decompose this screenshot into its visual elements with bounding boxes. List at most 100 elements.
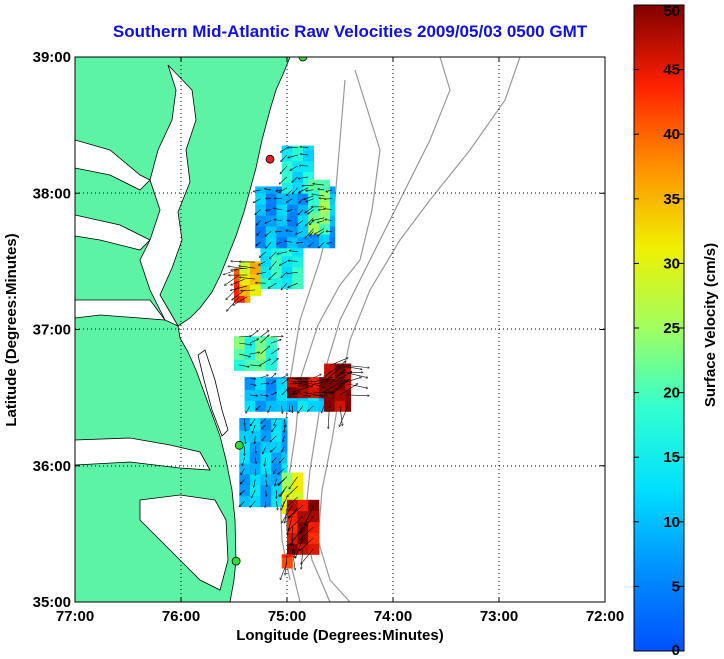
- velocity-vector: [274, 220, 282, 221]
- velocity-cell: [234, 291, 246, 303]
- velocity-cell: [281, 480, 293, 493]
- velocity-cell: [318, 236, 330, 249]
- velocity-cell: [249, 273, 261, 286]
- velocity-vector: [296, 231, 304, 234]
- velocity-vector: [246, 405, 251, 413]
- velocity-vector: [271, 336, 283, 337]
- velocity-cell: [271, 430, 283, 442]
- velocity-vector: [323, 379, 330, 385]
- velocity-vector: [223, 268, 240, 275]
- velocity-cell: [329, 193, 336, 205]
- velocity-vector: [266, 479, 267, 486]
- velocity-cell: [255, 348, 267, 360]
- velocity-vector: [239, 336, 251, 337]
- velocity-vector: [323, 392, 330, 396]
- velocity-vector: [249, 395, 258, 396]
- velocity-vector: [302, 391, 323, 396]
- velocity-cell: [255, 204, 267, 216]
- velocity-vector: [318, 189, 325, 190]
- velocity-cell: [324, 378, 336, 390]
- velocity-vector: [283, 435, 285, 442]
- y-tick-label: 36:00: [33, 458, 71, 475]
- velocity-vector: [287, 189, 293, 196]
- velocity-cell: [292, 266, 304, 279]
- velocity-cell: [260, 418, 272, 420]
- velocity-cell: [276, 378, 288, 390]
- velocity-vector: [280, 165, 288, 174]
- velocity-cell: [239, 284, 251, 296]
- velocity-vector: [309, 242, 314, 246]
- velocity-vector: [301, 548, 314, 564]
- velocity-vector: [292, 548, 295, 570]
- velocity-vector: [259, 251, 266, 258]
- velocity-vector: [288, 282, 298, 287]
- velocity-cell: [244, 291, 251, 303]
- velocity-cell: [265, 193, 277, 205]
- velocity-vector: [274, 208, 282, 210]
- velocity-vector: [260, 395, 268, 396]
- velocity-cell: [297, 510, 309, 523]
- colorbar: [633, 4, 685, 652]
- velocity-cell: [265, 359, 277, 371]
- velocity-vector: [260, 383, 269, 384]
- velocity-cell: [271, 441, 283, 453]
- radar-site-marker: [231, 556, 241, 566]
- velocity-vector: [280, 147, 288, 153]
- colorbar-tick-label: 40: [663, 126, 680, 143]
- velocity-vector: [281, 282, 288, 290]
- velocity-vector: [270, 381, 276, 385]
- velocity-vector: [279, 261, 288, 265]
- velocity-vector: [239, 277, 256, 280]
- velocity-vector: [266, 490, 267, 496]
- velocity-cell: [249, 419, 261, 431]
- velocity-cell: [249, 284, 261, 296]
- velocity-cell: [297, 400, 309, 412]
- velocity-vector: [224, 274, 240, 285]
- velocity-vector: [270, 392, 277, 396]
- velocity-vector: [290, 165, 298, 170]
- velocity-vector: [262, 435, 267, 441]
- velocity-cell: [265, 389, 277, 401]
- velocity-vector: [339, 405, 342, 426]
- velocity-cell: [297, 225, 309, 238]
- land-mass: [75, 57, 291, 602]
- velocity-vector: [265, 501, 266, 507]
- velocity-vector: [319, 198, 325, 199]
- x-axis: 77:00 76:00 75:00 74:00 73:00 72:00: [56, 57, 624, 625]
- velocity-vector: [242, 457, 245, 466]
- velocity-cell: [265, 186, 277, 194]
- velocity-vector: [298, 405, 304, 413]
- velocity-vector: [263, 446, 267, 454]
- velocity-vector: [324, 209, 333, 210]
- radar-sites: [231, 57, 308, 566]
- velocity-vector: [323, 380, 342, 393]
- y-axis-label: Latitude (Degrees:Minutes): [3, 233, 20, 426]
- velocity-vector: [250, 500, 256, 507]
- velocity-cell: [281, 430, 288, 442]
- velocity-vector: [268, 405, 272, 413]
- velocity-cell: [297, 215, 309, 227]
- velocity-cell: [292, 480, 304, 493]
- bay-inlet: [75, 299, 166, 321]
- velocity-vector: [255, 435, 256, 444]
- velocity-vector: [288, 505, 304, 518]
- velocity-vector: [281, 272, 288, 277]
- velocity-cell: [318, 201, 330, 213]
- velocity-cell: [308, 532, 320, 544]
- velocity-cell: [297, 499, 309, 512]
- velocity-vector: [265, 231, 272, 236]
- velocity-vector: [284, 418, 285, 427]
- velocity-vector: [270, 358, 278, 366]
- velocity-vector: [269, 261, 277, 269]
- velocity-vector: [298, 176, 309, 179]
- velocity-cell: [292, 149, 304, 162]
- velocity-vector: [296, 220, 304, 226]
- velocity-vector: [289, 476, 298, 489]
- velocity-vector: [270, 373, 276, 379]
- velocity-vector: [306, 198, 314, 202]
- colorbar-ticks: 0 5 10 15 20 25 30 35 40 45 50: [634, 3, 684, 659]
- velocity-vector: [278, 476, 288, 485]
- velocity-vector: [313, 392, 334, 393]
- velocity-cell: [308, 400, 320, 412]
- velocity-vector: [266, 210, 272, 211]
